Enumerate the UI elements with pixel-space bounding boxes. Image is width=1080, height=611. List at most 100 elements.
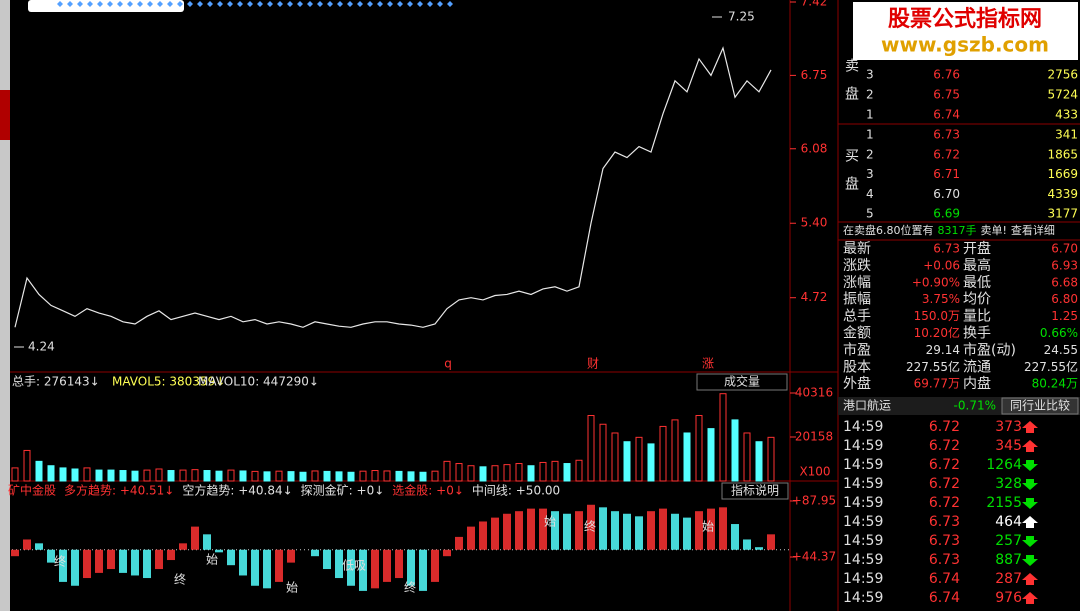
stat-value: 80.24万 xyxy=(1032,377,1078,391)
trade-arrow xyxy=(1022,421,1038,433)
volume-bar xyxy=(167,470,175,482)
sell-label: 卖盘 xyxy=(843,58,859,114)
indicator-bar xyxy=(755,547,763,550)
volume-bar xyxy=(131,470,139,482)
indicator-bar xyxy=(455,536,463,550)
popup xyxy=(28,0,184,12)
y-tick-label: +87.95 xyxy=(792,493,836,507)
indicator-help-label[interactable]: 指标说明 xyxy=(731,483,779,498)
signal-diamond xyxy=(237,1,243,7)
trade-volume: 887 xyxy=(995,552,1022,568)
volume-selector[interactable] xyxy=(696,373,788,391)
indicator-bar xyxy=(35,543,43,550)
book-level: 5 xyxy=(866,207,874,221)
volume-bar xyxy=(431,470,439,482)
indicator-bar xyxy=(479,521,487,550)
volume-bar xyxy=(119,470,127,482)
high-label: 7.25 xyxy=(728,10,755,24)
y-tick-label: +44.37 xyxy=(792,549,836,563)
y-tick-label: 4.72 xyxy=(801,290,828,304)
indicator-bar xyxy=(767,534,775,550)
signal-label: 低吸 xyxy=(342,559,366,573)
volume-unit: X100 xyxy=(799,465,830,479)
indicator-bar xyxy=(587,504,595,550)
event-marker: 财 xyxy=(587,357,599,371)
signal-diamond xyxy=(217,1,223,7)
indicator-bar xyxy=(23,539,31,550)
indicator-bar xyxy=(539,508,547,550)
volume-bar xyxy=(287,471,295,482)
book-level: 1 xyxy=(866,108,874,122)
trade-time: 14:59 xyxy=(843,495,883,511)
stat-value: 227.55亿 xyxy=(1024,359,1078,374)
y-tick-label: 20158 xyxy=(795,430,833,444)
indicator-bar xyxy=(203,534,211,550)
book-volume: 5724 xyxy=(1047,88,1078,102)
signal-diamond xyxy=(267,1,273,7)
indicator-bar xyxy=(11,549,19,557)
stat-label: 最新 xyxy=(843,241,871,257)
volume-selector-label[interactable]: 成交量 xyxy=(724,374,760,389)
price-line xyxy=(14,46,772,328)
trade-price: 6.72 xyxy=(929,495,960,511)
compare-button-label[interactable]: 同行业比较 xyxy=(1010,398,1070,413)
indicator-bar xyxy=(143,549,151,579)
trade-price: 6.73 xyxy=(929,552,960,568)
trade-arrow xyxy=(1022,536,1038,547)
trade-arrow xyxy=(1022,460,1038,471)
trade-time: 14:59 xyxy=(843,571,883,587)
trade-volume: 328 xyxy=(995,476,1022,492)
trade-volume: 464 xyxy=(995,514,1022,530)
indicator-bar xyxy=(467,526,475,550)
stat-value: 6.93 xyxy=(1051,258,1078,272)
active-tab[interactable] xyxy=(0,90,10,140)
stat-value: 150.0万 xyxy=(914,309,960,323)
volume-bar xyxy=(23,449,31,482)
signal-diamond xyxy=(67,1,73,7)
volume-bar xyxy=(407,471,415,482)
stat-label: 均价 xyxy=(963,292,991,308)
y-tick-label: 6.08 xyxy=(801,141,828,155)
stat-value: 0.66% xyxy=(1040,326,1078,340)
y-tick-label: 6.75 xyxy=(801,68,828,82)
signal-diamond xyxy=(167,1,173,7)
stat-value: 227.55亿 xyxy=(906,359,960,374)
book-volume: 1669 xyxy=(1047,167,1078,181)
volume-bar xyxy=(227,469,235,482)
indicator-bar xyxy=(635,516,643,550)
indicator-bar xyxy=(695,511,703,550)
stat-label: 最高 xyxy=(963,257,991,274)
book-price: 6.69 xyxy=(933,207,960,221)
volume-bar xyxy=(599,423,607,482)
trade-price: 6.72 xyxy=(929,476,960,492)
volume-bar xyxy=(395,470,403,482)
stat-value: 6.70 xyxy=(1051,242,1078,256)
signal-diamond xyxy=(367,1,373,7)
volume-bar xyxy=(611,432,619,482)
signal-diamond xyxy=(287,1,293,7)
signal-diamond xyxy=(397,1,403,7)
book-price: 6.71 xyxy=(933,167,960,181)
indicator-bar xyxy=(59,549,67,582)
indicator-bar xyxy=(647,511,655,550)
volume-bar xyxy=(95,469,103,482)
signal-diamond xyxy=(87,1,93,7)
compare-button[interactable] xyxy=(1001,397,1079,415)
volume-bar xyxy=(107,469,115,482)
y-tick-label: 7.42 xyxy=(801,0,828,9)
book-volume: 341 xyxy=(1055,128,1078,142)
volume-bar xyxy=(251,470,259,482)
signal-label: 始 xyxy=(544,515,556,529)
indicator-bar xyxy=(155,549,163,570)
volume-bar xyxy=(479,466,487,482)
trade-volume: 257 xyxy=(995,533,1022,549)
indicator-bar xyxy=(671,513,679,550)
volume-bar xyxy=(731,419,739,482)
signal-diamond xyxy=(247,1,253,7)
book-level: 3 xyxy=(866,68,874,82)
trade-time: 14:59 xyxy=(843,590,883,606)
indicator-header: 中间线: +50.00 xyxy=(472,483,560,498)
notice-text[interactable]: 查看详细 xyxy=(1011,223,1055,237)
indicator-help[interactable] xyxy=(721,482,789,500)
